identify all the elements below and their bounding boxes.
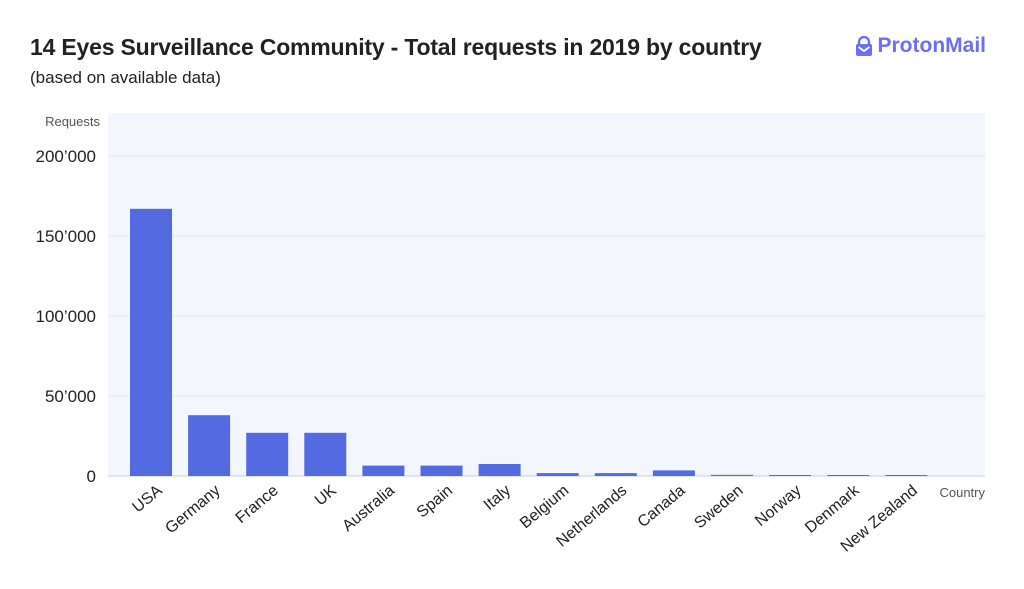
x-tick-label: Sweden bbox=[691, 482, 746, 532]
chart-title: 14 Eyes Surveillance Community - Total r… bbox=[30, 34, 762, 60]
y-tick-label: 100’000 bbox=[35, 307, 96, 326]
x-tick-label: Spain bbox=[414, 482, 456, 521]
brand-name: ProtonMail bbox=[877, 34, 987, 57]
bar-netherlands bbox=[594, 473, 637, 476]
bar-norway bbox=[769, 475, 812, 476]
y-tick-label: 0 bbox=[87, 467, 96, 486]
y-tick-label: 50’000 bbox=[45, 387, 96, 406]
bar-sweden bbox=[711, 474, 753, 476]
x-tick-label: Australia bbox=[339, 482, 398, 535]
bar-italy bbox=[478, 464, 521, 476]
x-tick-label: France bbox=[233, 482, 282, 527]
bar-usa bbox=[130, 208, 172, 477]
bar-germany bbox=[188, 415, 231, 476]
bar-australia bbox=[362, 465, 405, 476]
y-tick-label: 200’000 bbox=[35, 147, 96, 166]
bar-new-zealand bbox=[885, 475, 928, 476]
x-tick-label: UK bbox=[312, 482, 340, 510]
x-tick-label: Belgium bbox=[517, 482, 572, 532]
brand-logo: ProtonMail bbox=[855, 34, 987, 58]
bar-france bbox=[246, 432, 289, 476]
bar-uk bbox=[304, 432, 347, 476]
bar-canada bbox=[652, 470, 695, 476]
chart-subtitle: (based on available data) bbox=[30, 68, 221, 87]
x-axis-title: Country bbox=[939, 485, 985, 500]
x-tick-label: Italy bbox=[481, 482, 514, 514]
bar-spain bbox=[420, 465, 463, 476]
y-tick-label: 150’000 bbox=[35, 227, 96, 246]
protonmail-lock-icon bbox=[855, 35, 872, 56]
x-tick-label: Norway bbox=[752, 482, 804, 530]
bar-belgium bbox=[536, 473, 579, 476]
x-tick-label: Canada bbox=[635, 482, 689, 531]
x-tick-label: Germany bbox=[162, 482, 223, 537]
x-tick-label: USA bbox=[129, 482, 165, 516]
plot-area bbox=[108, 113, 985, 476]
y-axis-title: Requests bbox=[45, 114, 100, 129]
bar-denmark bbox=[827, 475, 870, 476]
